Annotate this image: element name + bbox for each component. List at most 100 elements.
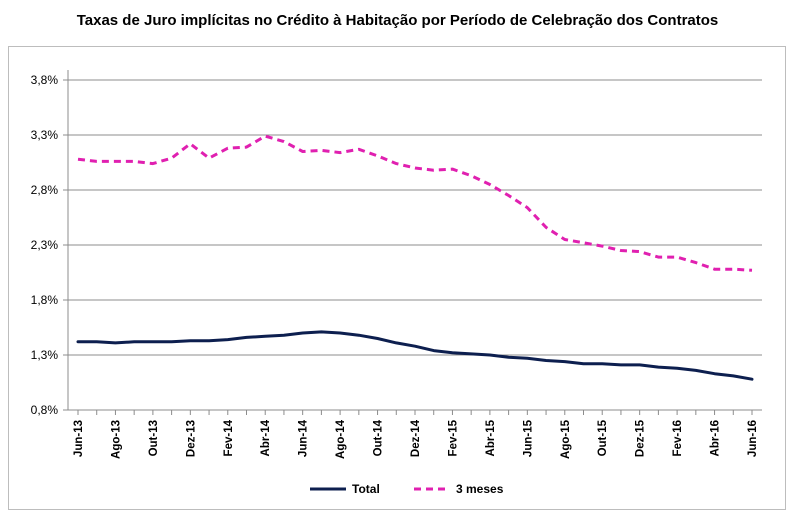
data-point — [507, 356, 510, 359]
data-point — [451, 351, 454, 354]
data-point — [226, 147, 229, 150]
x-tick-label: Out-15 — [597, 419, 609, 456]
data-point — [357, 334, 360, 337]
data-point — [282, 334, 285, 337]
x-tick-label: Ago-14 — [335, 419, 347, 459]
legend-label-total: Total — [352, 482, 380, 496]
data-point — [601, 362, 604, 365]
data-point — [676, 256, 679, 259]
data-point — [376, 337, 379, 340]
data-point — [264, 135, 267, 138]
data-point — [526, 206, 529, 209]
data-point — [676, 367, 679, 370]
data-point — [713, 268, 716, 271]
data-point — [694, 369, 697, 372]
data-point — [95, 160, 98, 163]
data-point — [732, 268, 735, 271]
data-point — [170, 157, 173, 160]
series-line-total — [76, 330, 754, 381]
data-point — [226, 338, 229, 341]
data-point — [339, 151, 342, 154]
x-tick-label: Dez-13 — [185, 420, 197, 457]
data-point — [301, 332, 304, 335]
data-point — [208, 339, 211, 342]
y-tick-label: 0,8% — [31, 403, 59, 417]
legend-label-3-meses: 3 meses — [456, 482, 504, 496]
data-point — [619, 249, 622, 252]
x-tick-label: Abr-14 — [260, 419, 272, 456]
x-tick-label: Out-14 — [373, 419, 385, 456]
x-tick-label: Out-13 — [148, 420, 160, 456]
data-point — [638, 250, 641, 253]
data-point — [713, 372, 716, 375]
data-point — [657, 256, 660, 259]
data-point — [395, 341, 398, 344]
data-point — [545, 359, 548, 362]
data-point — [414, 167, 417, 170]
data-point — [95, 340, 98, 343]
x-tick-label: Abr-15 — [485, 419, 497, 456]
data-point — [77, 158, 80, 161]
x-tick-label: Jun-14 — [298, 419, 310, 457]
series-line-3-meses — [77, 134, 753, 272]
data-point — [432, 169, 435, 172]
data-point — [619, 363, 622, 366]
data-point — [526, 357, 529, 360]
data-point — [638, 363, 641, 366]
data-point — [151, 340, 154, 343]
y-tick-label: 2,3% — [31, 238, 59, 252]
data-point — [264, 335, 267, 338]
data-point — [488, 354, 491, 357]
data-point — [245, 146, 248, 149]
y-tick-label: 1,8% — [31, 293, 59, 307]
data-point — [133, 340, 136, 343]
data-point — [582, 241, 585, 244]
data-point — [582, 362, 585, 365]
data-point — [357, 148, 360, 151]
x-tick-label: Jun-16 — [747, 420, 759, 457]
data-point — [657, 366, 660, 369]
y-tick-label: 3,8% — [31, 73, 59, 87]
data-point — [151, 162, 154, 165]
data-point — [451, 168, 454, 171]
data-point — [470, 352, 473, 355]
data-point — [208, 157, 211, 160]
data-point — [339, 332, 342, 335]
data-point — [751, 378, 754, 381]
x-tick-label: Abr-16 — [710, 420, 722, 456]
x-tick-label: Fev-15 — [447, 419, 459, 456]
x-tick-label: Fev-16 — [672, 420, 684, 456]
data-point — [694, 261, 697, 264]
data-point — [245, 336, 248, 339]
data-point — [563, 360, 566, 363]
data-point — [751, 269, 754, 272]
data-point — [189, 339, 192, 342]
x-tick-label: Ago-15 — [560, 419, 572, 459]
data-point — [133, 160, 136, 163]
y-tick-label: 3,3% — [31, 128, 59, 142]
data-point — [170, 340, 173, 343]
data-point — [488, 183, 491, 186]
data-point — [432, 349, 435, 352]
data-point — [507, 194, 510, 197]
data-point — [545, 226, 548, 229]
data-point — [470, 174, 473, 177]
data-point — [601, 245, 604, 248]
y-tick-label: 1,3% — [31, 348, 59, 362]
data-point — [320, 330, 323, 333]
data-point — [77, 340, 80, 343]
chart-title: Taxas de Juro implícitas no Crédito à Ha… — [76, 12, 719, 29]
x-tick-label: Dez-14 — [410, 419, 422, 457]
data-point — [114, 341, 117, 344]
data-point — [282, 140, 285, 143]
data-point — [732, 374, 735, 377]
data-point — [189, 142, 192, 145]
x-tick-label: Fev-14 — [223, 419, 235, 456]
x-tick-label: Jun-15 — [522, 419, 534, 457]
y-tick-label: 2,8% — [31, 183, 59, 197]
data-point — [563, 238, 566, 241]
x-tick-label: Dez-15 — [635, 419, 647, 457]
data-point — [376, 154, 379, 157]
data-point — [301, 150, 304, 153]
